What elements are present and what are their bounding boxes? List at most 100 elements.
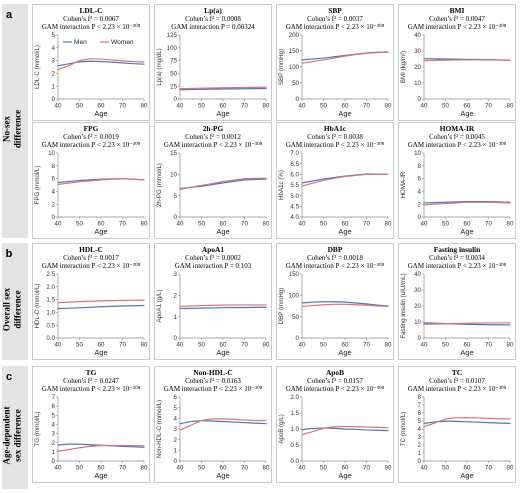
y-tick-label: 15 [170,150,177,157]
chart-title: TG [86,368,97,377]
x-tick-label: 40 [421,103,428,110]
x-axis-label: Age [338,348,351,357]
panel-frame [32,4,150,121]
x-tick-label: 50 [198,465,205,472]
x-axis-label: Age [94,227,107,236]
x-tick-label: 80 [507,342,514,349]
y-tick-label: 0 [174,335,178,342]
x-tick-label: 50 [76,221,83,228]
y-tick-label: 6 [52,403,56,410]
men-series-line [179,306,267,310]
x-tick-label: 40 [177,465,184,472]
effect-size-label: Cohen’s f² = 0.0047 [429,15,485,23]
x-tick-label: 60 [464,465,471,472]
gam-interaction-label: GAM interaction P < 2.23 × 10⁻³⁰⁸ [408,23,507,31]
section-band [2,243,28,360]
y-tick-label: 6 [174,394,178,401]
y-tick-label: 3 [174,426,178,433]
x-tick-label: 60 [98,465,105,472]
y-tick-label: 2 [174,437,178,444]
panel-frame [154,4,272,121]
gam-interaction-label: GAM interaction P < 2.23 × 10⁻³⁰⁸ [286,262,385,270]
section-label: Overall sexdifference [2,287,23,331]
y-axis-label: BMI (kg/m²) [400,51,407,83]
panel-frame [398,4,516,121]
x-tick-label: 40 [299,465,306,472]
x-tick-label: 80 [141,103,148,110]
section-band [2,4,28,238]
y-tick-label: 4 [52,45,56,52]
x-tick-label: 60 [220,103,227,110]
y-axis-label: SBP (mmHg) [278,49,285,85]
legend-women-label: Women [111,39,134,46]
x-axis-label: Age [338,471,351,480]
x-axis-label: Age [460,471,473,480]
y-tick-label: 0 [174,96,178,103]
y-tick-label: 5.0 [290,193,299,200]
x-tick-label: 70 [119,465,126,472]
section-label-line: Overall sex [2,287,12,331]
gam-interaction-label: GAM interaction P < 2.23 × 10⁻³⁰⁸ [408,385,507,393]
y-tick-label: 8 [418,163,422,170]
y-tick-label: 50 [292,80,299,87]
section-label-line: No-sex [2,116,12,142]
x-tick-label: 60 [342,342,349,349]
y-tick-label: 10 [414,80,421,87]
section-letter: a [6,9,13,21]
y-tick-label: 6 [418,176,422,183]
effect-size-label: Cohen’s f² = 0.0008 [185,15,241,23]
y-axis-label: LDL-C (mmol/L) [34,45,41,89]
y-tick-label: 4 [174,415,178,422]
x-axis-label: Age [460,348,473,357]
women-series-line [423,417,511,428]
effect-size-label: Cohen’s f² = 0.0002 [185,254,241,262]
panel-frame [276,366,394,483]
y-tick-label: 100 [289,292,300,299]
y-tick-label: 3 [52,58,56,65]
chart-title: DBP [328,245,343,254]
x-tick-label: 60 [342,221,349,228]
x-tick-label: 60 [464,342,471,349]
y-tick-label: 5 [52,32,56,39]
chart-title: SBP [328,6,342,15]
y-tick-label: 1 [174,314,178,321]
x-tick-label: 60 [464,221,471,228]
x-tick-label: 40 [177,103,184,110]
gam-interaction-label: GAM interaction P < 2.23 × 10⁻³⁰⁸ [286,385,385,393]
panel-frame [154,366,272,483]
y-tick-label: 10 [48,150,55,157]
y-tick-label: 150 [289,271,300,278]
x-tick-label: 50 [76,465,83,472]
chart-title: Lp(a) [204,6,222,15]
y-tick-label: 50 [292,314,299,321]
x-tick-label: 50 [442,103,449,110]
y-tick-label: 10 [414,150,421,157]
x-axis-label: Age [216,109,229,118]
x-tick-label: 40 [55,103,62,110]
chart-title: ApoB [326,368,344,377]
section-letter: b [6,248,13,260]
y-tick-label: 1 [52,449,56,456]
legend-men-label: Men [74,39,87,46]
y-tick-label: 0 [418,458,422,465]
x-tick-label: 60 [342,465,349,472]
men-series-line [57,60,145,67]
x-tick-label: 70 [363,221,370,228]
x-tick-label: 50 [442,465,449,472]
gam-interaction-label: GAM interaction P < 2.23 × 10⁻³⁰⁸ [42,23,141,31]
x-tick-label: 50 [320,221,327,228]
gam-interaction-label: GAM interaction P < 2.23 × 10⁻³⁰⁸ [42,262,141,270]
x-tick-label: 40 [299,342,306,349]
y-tick-label: 0 [52,96,56,103]
chart-title: TC [452,368,462,377]
gam-interaction-label: GAM interaction P = 0.00324 [171,23,255,31]
x-axis-label: Age [94,348,107,357]
y-tick-label: 3 [52,431,56,438]
chart-title: HbA1c [324,124,347,133]
women-series-line [301,303,389,308]
